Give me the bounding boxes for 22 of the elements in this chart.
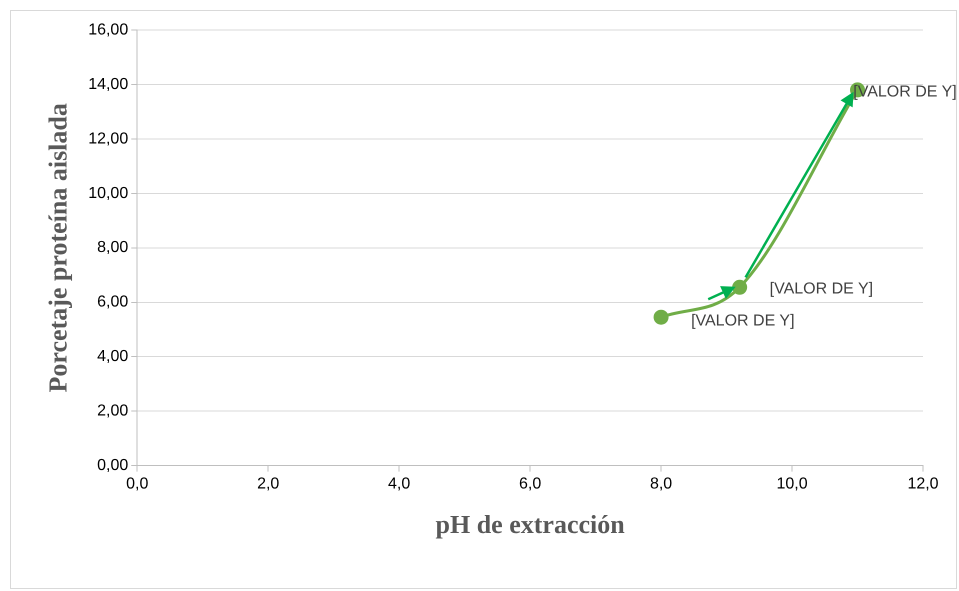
y-tick-label: 10,00	[88, 184, 128, 202]
data-label: [VALOR DE Y]	[770, 280, 874, 298]
y-tick-label: 0,00	[97, 457, 128, 474]
x-axis-title: pH de extracción	[436, 510, 626, 540]
y-tick-label: 16,00	[88, 21, 128, 38]
y-tick-label: 2,00	[97, 402, 128, 420]
y-tick-label: 6,00	[97, 294, 128, 311]
point	[732, 280, 748, 295]
x-tick-label: 6,0	[518, 476, 542, 493]
y-axis-title: Porcetaje proteína aislada	[43, 103, 72, 392]
x-tick-label: 0,0	[126, 476, 148, 493]
x-tick-label: 2,0	[257, 476, 280, 493]
x-tick-label: 12,0	[907, 476, 939, 493]
y-tick-label: 4,00	[97, 348, 128, 366]
y-tick-label: 12,00	[88, 130, 128, 148]
x-tick-label: 10,0	[776, 476, 808, 493]
data-label: [VALOR DE Y]	[691, 312, 795, 330]
point	[654, 310, 669, 325]
y-tick-label: 8,00	[97, 239, 128, 256]
y-tick-label: 14,00	[88, 76, 128, 93]
x-tick-label: 8,0	[650, 476, 672, 493]
x-tick-label: 4,0	[388, 476, 410, 493]
